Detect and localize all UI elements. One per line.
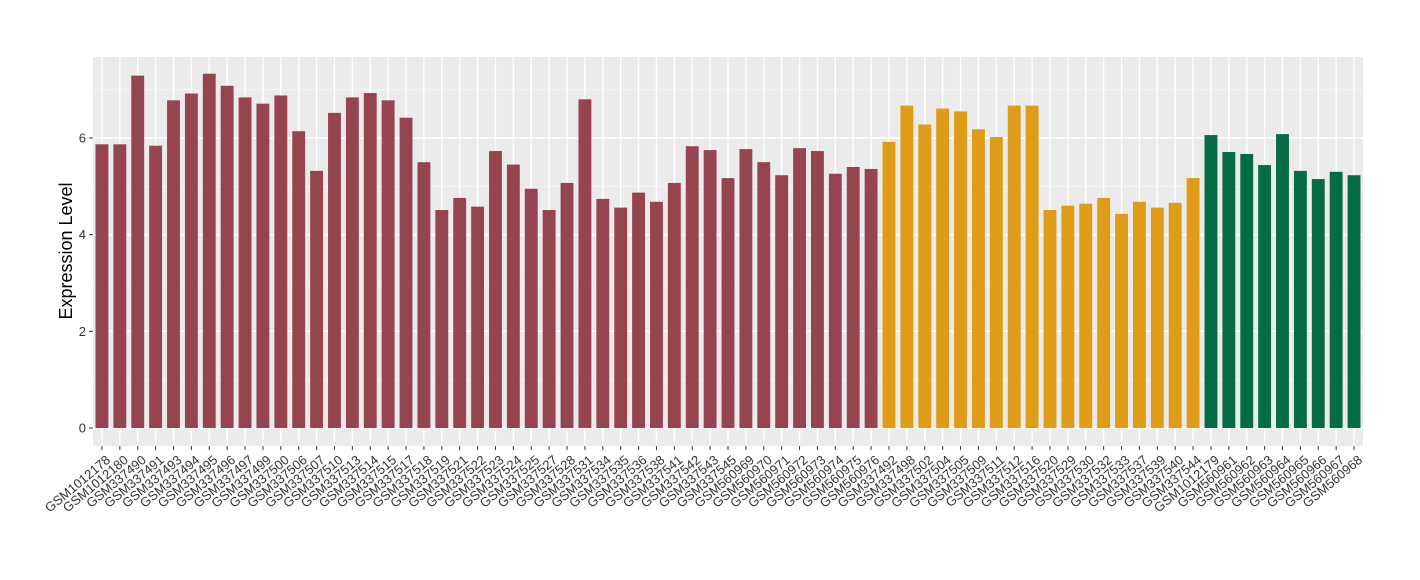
bar (632, 192, 646, 428)
y-tick-label: 0 (79, 421, 86, 436)
bar (703, 150, 717, 429)
bar (184, 93, 198, 429)
bar (1079, 203, 1093, 428)
bar (238, 97, 252, 429)
bar (220, 85, 234, 429)
bar (1276, 134, 1289, 428)
bar (167, 100, 180, 429)
bar (524, 188, 538, 428)
bar (882, 141, 896, 428)
bar (131, 75, 145, 429)
y-tick-label: 4 (79, 227, 86, 242)
bar (542, 210, 556, 428)
bar (345, 97, 359, 429)
bar (328, 112, 341, 428)
bar (435, 210, 449, 428)
bar (1311, 179, 1325, 428)
bar (1258, 165, 1272, 429)
bar (989, 137, 1003, 429)
bar (578, 99, 592, 428)
bar (1025, 105, 1039, 428)
bar (95, 144, 109, 429)
bar (739, 149, 753, 428)
bar (417, 162, 431, 428)
bar (506, 164, 520, 429)
bar (453, 197, 467, 428)
bar (113, 144, 127, 429)
bar (1204, 135, 1218, 428)
bar (775, 175, 789, 428)
y-axis-title: Expression Level (56, 182, 76, 319)
bar (560, 182, 574, 428)
bar (810, 151, 824, 429)
bar (793, 148, 806, 428)
bar (1043, 210, 1057, 428)
bar (489, 151, 502, 429)
bar (954, 111, 967, 429)
bar (1132, 201, 1146, 428)
bar (1168, 202, 1182, 428)
bar (596, 198, 610, 428)
bar (292, 131, 306, 428)
bar (846, 167, 860, 428)
bar (1007, 105, 1021, 428)
y-tick-label: 6 (79, 131, 86, 146)
bar (918, 124, 932, 428)
x-axis: GSM1012178GSM1012180GSM337490GSM337491GS… (42, 446, 1365, 515)
bar (936, 108, 950, 429)
y-axis: 0 2 4 6 (79, 131, 93, 436)
bar (828, 173, 842, 428)
bar (667, 182, 681, 428)
bar (864, 168, 878, 428)
bar (1150, 207, 1164, 428)
y-tick-label: 2 (79, 324, 86, 339)
bar (1293, 170, 1307, 428)
bar (363, 93, 377, 429)
bar (256, 103, 270, 428)
bars (95, 73, 1361, 429)
bar (721, 178, 735, 428)
bar (1240, 153, 1254, 428)
bar (1097, 197, 1111, 428)
bar (149, 145, 163, 428)
bar (1186, 178, 1200, 428)
bar (1347, 175, 1361, 428)
bar (310, 170, 324, 428)
bar (1222, 152, 1236, 428)
bar (650, 201, 663, 428)
bar (202, 73, 216, 428)
bar (471, 206, 485, 428)
bar (1115, 213, 1128, 428)
bar (900, 105, 914, 428)
bar (274, 95, 288, 428)
bar (685, 146, 699, 428)
bar (971, 129, 985, 429)
bar (399, 117, 413, 428)
bar (1329, 171, 1343, 429)
bar (614, 207, 628, 428)
bar (757, 162, 771, 428)
bar (381, 100, 395, 429)
bar (1061, 205, 1075, 428)
